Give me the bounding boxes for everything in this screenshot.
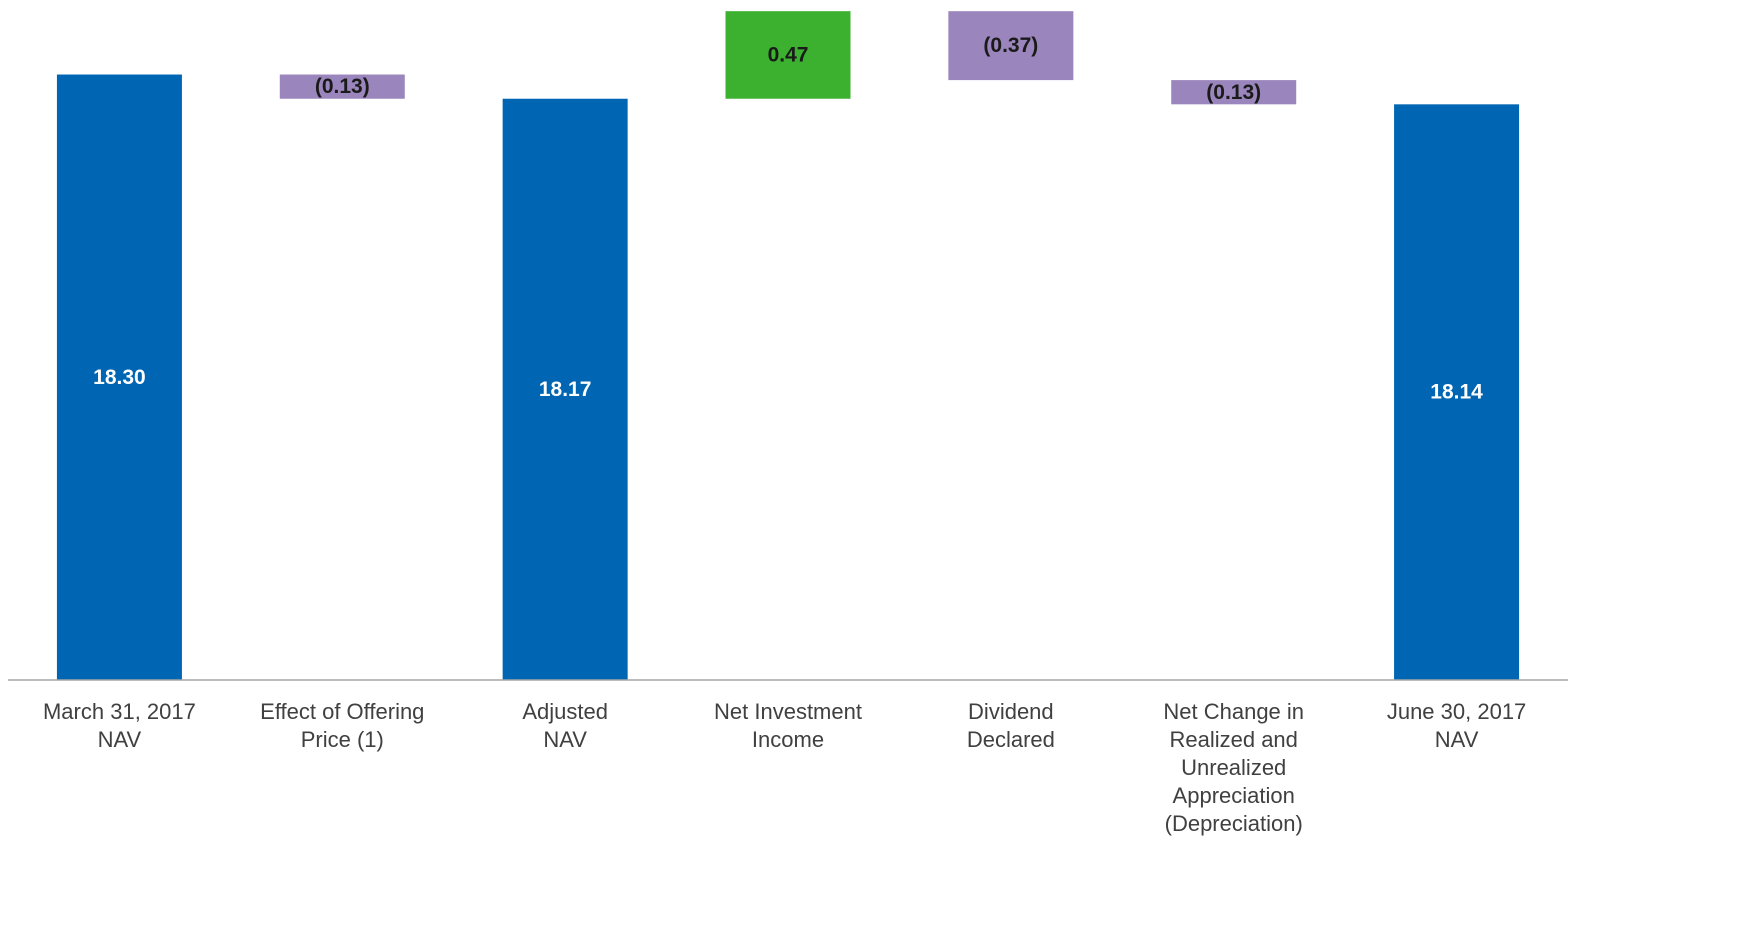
x-tick-label-line: June 30, 2017 bbox=[1387, 699, 1526, 724]
x-tick-label-line: Declared bbox=[967, 727, 1055, 752]
x-tick-label-line: Adjusted bbox=[522, 699, 608, 724]
x-tick-label-line: Effect of Offering bbox=[260, 699, 424, 724]
value-label: (0.37) bbox=[983, 34, 1038, 57]
bar bbox=[502, 98, 628, 680]
x-tick-label: March 31, 2017 NAV bbox=[43, 699, 196, 752]
x-tick-label: Net Investment Income bbox=[714, 699, 862, 752]
x-tick-label: Effect of Offering Price (1) bbox=[260, 699, 424, 752]
x-tick-label-line: Net Investment bbox=[714, 699, 862, 724]
x-tick-label: Dividend Declared bbox=[967, 699, 1055, 752]
value-label: 18.14 bbox=[1430, 381, 1483, 404]
bar bbox=[725, 11, 851, 99]
bar bbox=[1394, 104, 1520, 681]
x-tick-label-line: Dividend bbox=[968, 699, 1054, 724]
bar bbox=[279, 74, 405, 99]
x-tick-label-line: NAV bbox=[1435, 727, 1479, 752]
bar bbox=[948, 11, 1074, 81]
x-tick-label-line: NAV bbox=[543, 727, 587, 752]
bar bbox=[1171, 80, 1297, 105]
x-tick-label: Net Change in Realized and Unrealized Appre… bbox=[1163, 699, 1304, 836]
value-label: 18.30 bbox=[93, 366, 146, 389]
x-tick-label-line: Realized and bbox=[1169, 727, 1297, 752]
value-label: (0.13) bbox=[1206, 81, 1261, 104]
x-tick-label-line: Unrealized bbox=[1181, 755, 1286, 780]
x-tick-label-line: NAV bbox=[98, 727, 142, 752]
x-tick-label-line: March 31, 2017 bbox=[43, 699, 196, 724]
x-tick-label-line: Price (1) bbox=[301, 727, 384, 752]
bar bbox=[56, 74, 182, 680]
value-label: 18.17 bbox=[539, 378, 592, 401]
x-tick-label-line: Net Change in bbox=[1163, 699, 1304, 724]
x-tick-label: June 30, 2017 NAV bbox=[1387, 699, 1526, 752]
x-tick-label: Adjusted NAV bbox=[522, 699, 608, 752]
x-tick-label-line: Appreciation bbox=[1173, 783, 1295, 808]
value-label: (0.13) bbox=[315, 75, 370, 98]
value-label: 0.47 bbox=[768, 44, 809, 67]
x-tick-label-line: (Depreciation) bbox=[1165, 811, 1303, 836]
x-tick-label-line: Income bbox=[752, 727, 824, 752]
